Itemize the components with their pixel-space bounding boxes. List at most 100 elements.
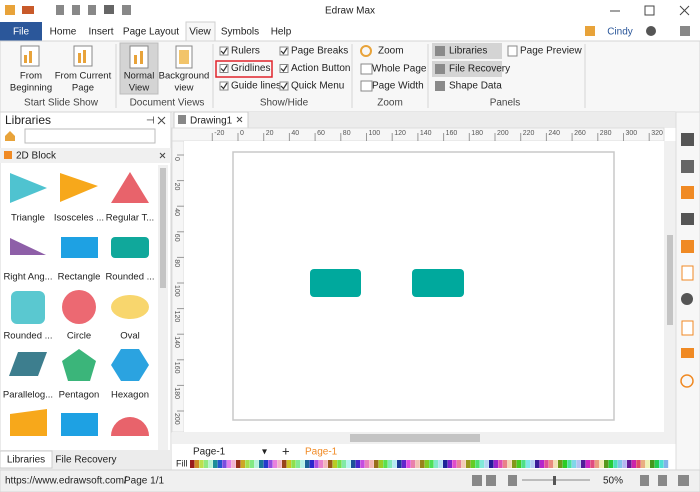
checkbox-label[interactable]: Gridlines (231, 63, 270, 74)
checkbox[interactable] (219, 81, 229, 91)
swatch[interactable] (291, 460, 296, 468)
swatch[interactable] (300, 460, 305, 468)
swatch[interactable] (544, 460, 549, 468)
shape-label[interactable]: Parallelog... (3, 390, 53, 401)
swatch[interactable] (521, 460, 526, 468)
swatch[interactable] (604, 460, 609, 468)
swatch[interactable] (259, 460, 264, 468)
button-label[interactable]: From Current (55, 71, 112, 82)
swatch[interactable] (351, 460, 356, 468)
checkbox-label[interactable]: Action Button (291, 63, 350, 74)
swatch[interactable] (410, 460, 416, 468)
button-label[interactable]: Libraries (449, 46, 487, 57)
swatch[interactable] (406, 460, 411, 468)
settings-icon[interactable] (646, 26, 656, 36)
checkbox-label[interactable]: Rulers (231, 46, 260, 57)
swatch[interactable] (617, 460, 623, 468)
swatch[interactable] (369, 460, 374, 468)
add-page[interactable]: + (282, 443, 290, 458)
swatch[interactable] (355, 460, 360, 468)
button[interactable]: From Current Page (55, 45, 112, 94)
close-button[interactable] (159, 152, 166, 159)
shape-label[interactable]: Isosceles ... (54, 213, 104, 224)
swatch[interactable] (217, 460, 222, 468)
swatch[interactable] (599, 460, 604, 468)
swatch[interactable] (245, 460, 250, 468)
swatch[interactable] (277, 460, 282, 468)
swatch[interactable] (493, 460, 498, 468)
button-label[interactable]: Page Width (372, 81, 424, 92)
swatch[interactable] (282, 460, 287, 468)
current-page-tab[interactable]: Page-1 (305, 447, 338, 458)
shape-label[interactable]: Triangle (11, 213, 45, 224)
button-label[interactable]: Page (72, 83, 94, 94)
shape-label[interactable]: Right Ang... (3, 272, 52, 283)
swatch[interactable] (452, 460, 457, 468)
pin-button[interactable]: ⊣ (146, 116, 155, 127)
page-tab[interactable]: Page-1 (193, 447, 226, 458)
button-label[interactable]: View (129, 83, 150, 94)
checkbox[interactable] (279, 64, 289, 73)
swatch[interactable] (663, 460, 669, 468)
button-label[interactable]: Zoom (378, 46, 404, 57)
checkbox[interactable] (279, 46, 289, 56)
checkbox[interactable] (219, 46, 229, 56)
panel-tab[interactable]: File Recovery (55, 455, 116, 466)
checkbox-label[interactable]: Page Breaks (291, 46, 348, 57)
swatch[interactable] (631, 460, 636, 468)
button[interactable]: From Beginning (10, 45, 52, 94)
swatch[interactable] (374, 460, 379, 468)
swatch[interactable] (447, 460, 452, 468)
shape-label[interactable]: Rectangle (58, 272, 101, 283)
side-icons[interactable] (680, 133, 694, 388)
panel-tab[interactable]: Libraries (7, 455, 45, 466)
swatch[interactable] (466, 460, 471, 468)
status-icons[interactable] (472, 475, 689, 486)
swatch[interactable] (272, 460, 278, 468)
swatch[interactable] (401, 460, 406, 468)
swatch[interactable] (636, 460, 641, 468)
scroll-thumb[interactable] (350, 434, 480, 442)
checkbox-label[interactable]: Quick Menu (291, 81, 344, 92)
swatch[interactable] (650, 460, 655, 468)
close-button[interactable] (157, 116, 166, 125)
button-label[interactable]: Shape Data (449, 81, 502, 92)
swatch[interactable] (383, 460, 388, 468)
swatch[interactable] (424, 460, 429, 468)
swatch[interactable] (378, 460, 383, 468)
home-icon[interactable] (5, 131, 15, 141)
menu-tab[interactable]: File (13, 27, 30, 38)
shape-label[interactable]: Regular T... (106, 213, 154, 224)
window-controls[interactable] (610, 5, 690, 16)
swatch[interactable] (443, 460, 448, 468)
swatch[interactable] (654, 460, 659, 468)
search-box[interactable] (24, 128, 156, 144)
swatch[interactable] (622, 460, 627, 468)
status-url[interactable]: https://www.edrawsoft.com/ (5, 476, 127, 487)
button-label[interactable]: view (174, 83, 193, 94)
shape-label[interactable]: Circle (67, 331, 91, 342)
swatch[interactable] (318, 460, 324, 468)
swatch[interactable] (429, 460, 434, 468)
swatch[interactable] (461, 460, 466, 468)
swatch[interactable] (558, 460, 563, 468)
swatch[interactable] (346, 460, 351, 468)
button-label[interactable]: File Recovery (449, 64, 510, 75)
swatch[interactable] (539, 460, 544, 468)
swatch[interactable] (535, 460, 540, 468)
swatch[interactable] (222, 460, 227, 468)
swatch[interactable] (254, 460, 259, 468)
swatch[interactable] (640, 460, 646, 468)
shape-label[interactable]: Pentagon (59, 390, 100, 401)
swatch[interactable] (567, 460, 572, 468)
swatch[interactable] (337, 460, 342, 468)
swatch[interactable] (364, 460, 370, 468)
shape-label[interactable]: Oval (120, 331, 140, 342)
checkbox[interactable] (219, 64, 229, 73)
swatch[interactable] (236, 460, 241, 468)
menu-tab[interactable]: Insert (88, 27, 113, 38)
category-name[interactable]: 2D Block (16, 151, 57, 162)
file-tab[interactable] (0, 22, 42, 41)
swatch[interactable] (562, 460, 567, 468)
icon[interactable] (680, 26, 690, 36)
